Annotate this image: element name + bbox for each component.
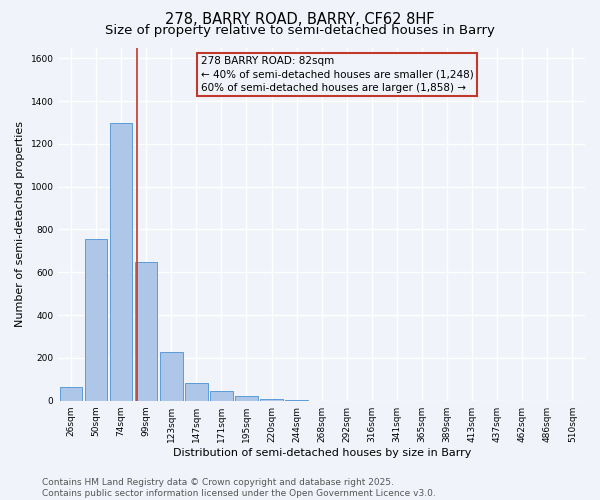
Text: Contains HM Land Registry data © Crown copyright and database right 2025.
Contai: Contains HM Land Registry data © Crown c… xyxy=(42,478,436,498)
Y-axis label: Number of semi-detached properties: Number of semi-detached properties xyxy=(15,121,25,327)
Bar xyxy=(210,391,233,400)
X-axis label: Distribution of semi-detached houses by size in Barry: Distribution of semi-detached houses by … xyxy=(173,448,471,458)
Bar xyxy=(235,396,258,400)
Bar xyxy=(185,382,208,400)
Bar xyxy=(85,239,107,400)
Text: 278, BARRY ROAD, BARRY, CF62 8HF: 278, BARRY ROAD, BARRY, CF62 8HF xyxy=(165,12,435,28)
Text: Size of property relative to semi-detached houses in Barry: Size of property relative to semi-detach… xyxy=(105,24,495,37)
Bar xyxy=(160,352,182,401)
Bar xyxy=(260,399,283,400)
Bar xyxy=(59,388,82,400)
Text: 278 BARRY ROAD: 82sqm
← 40% of semi-detached houses are smaller (1,248)
60% of s: 278 BARRY ROAD: 82sqm ← 40% of semi-deta… xyxy=(200,56,473,92)
Bar xyxy=(135,262,157,400)
Bar xyxy=(110,124,133,400)
